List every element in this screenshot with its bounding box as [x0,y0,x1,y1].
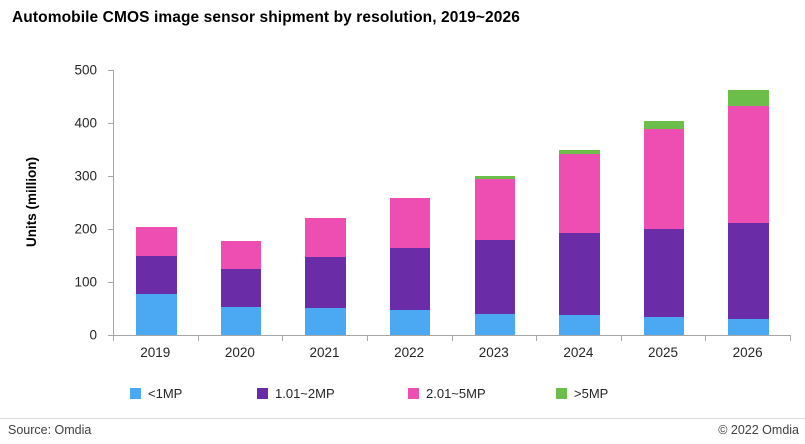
plot-area [113,70,791,336]
bar-group-2024 [537,70,622,335]
y-tick-label-300: 300 [74,168,97,184]
bar-segment-2025-<1MP [643,317,685,335]
footer-divider [0,418,805,419]
bar-group-2021 [283,70,368,335]
bar-segment-2021-1.01~2MP [305,257,346,308]
x-tick-mark-7 [705,336,707,341]
x-axis-label-2026: 2026 [732,345,763,360]
y-tick-label-100: 100 [74,274,97,290]
bar-group-2022 [368,70,453,335]
bar-segment-2025-1.01~2MP [643,229,685,317]
legend-label: 1.01~2MP [275,386,335,401]
legend-swatch-icon [257,388,268,399]
bar-segment-2024-1.01~2MP [559,233,600,315]
bar-segment-2022-1.01~2MP [389,247,431,311]
x-tick-mark-6 [620,336,622,341]
bar-segment-2020-<1MP [220,306,262,335]
legend-item->5MP: >5MP [556,386,608,401]
x-tick-mark-1 [197,336,199,341]
x-axis-label-2019: 2019 [140,345,171,360]
bar-segment-2026-2.01~5MP [728,106,769,223]
y-tick-mark-300 [108,176,113,177]
legend-item-2.01~5MP: 2.01~5MP [408,386,486,401]
bar-segment-2026-1.01~2MP [728,222,769,319]
copyright-note: © 2022 Omdia [718,423,799,437]
x-axis-label-2025: 2025 [648,345,679,360]
x-axis-label-2023: 2023 [478,345,509,360]
bar-group-2023 [453,70,538,335]
bar-segment-2021-2.01~5MP [305,218,346,258]
y-tick-label-500: 500 [74,62,97,78]
bar-segment-2022-<1MP [389,310,431,335]
bar-segment-2021-<1MP [305,308,346,335]
x-axis-label-2021: 2021 [309,345,340,360]
x-axis-label-2022: 2022 [394,345,425,360]
x-tick-mark-2 [282,336,284,341]
y-tick-label-0: 0 [89,327,97,343]
x-axis-label-2024: 2024 [563,345,594,360]
y-tick-mark-100 [108,282,113,283]
x-tick-mark-8 [790,336,791,341]
bar-segment-2019-2.01~5MP [136,227,177,256]
legend: <1MP 1.01~2MP 2.01~5MP >5MP [0,386,805,404]
legend-item-1.01~2MP: 1.01~2MP [257,386,335,401]
bar-segment-2024-<1MP [559,314,600,335]
x-tick-mark-3 [366,336,368,341]
x-tick-mark-0 [113,336,114,341]
x-axis-labels: 2019 2020 2021 2022 2023 2024 2025 2026 [113,345,790,363]
bar-segment-2023->5MP [474,176,516,179]
y-tick-mark-0 [108,335,113,336]
y-tick-label-200: 200 [74,221,97,237]
legend-label: <1MP [148,386,183,401]
chart-title: Automobile CMOS image sensor shipment by… [12,9,520,26]
x-axis-label-2020: 2020 [224,345,255,360]
y-tick-label-400: 400 [74,115,97,131]
bar-segment-2019-<1MP [136,293,177,335]
y-axis-title: Units (million) [24,157,39,247]
bar-segment-2023-2.01~5MP [474,178,516,241]
x-tick-mark-5 [536,336,538,341]
bar-segment-2026->5MP [728,90,769,107]
bar-segment-2020-1.01~2MP [220,269,262,307]
bar-segment-2024-2.01~5MP [559,153,600,234]
bar-segment-2023-1.01~2MP [474,240,516,314]
legend-swatch-icon [130,388,141,399]
legend-label: 2.01~5MP [426,386,486,401]
bar-group-2026 [706,70,791,335]
bar-segment-2022-2.01~5MP [389,198,431,248]
bar-segment-2020-2.01~5MP [220,240,262,270]
bar-group-2020 [199,70,284,335]
bar-segment-2025->5MP [643,120,685,130]
legend-swatch-icon [556,388,567,399]
bar-group-2025 [622,70,707,335]
legend-label: >5MP [574,386,609,401]
y-tick-mark-500 [108,70,113,71]
bar-segment-2019-1.01~2MP [136,255,177,294]
y-tick-mark-400 [108,123,113,124]
bar-segment-2025-2.01~5MP [643,129,685,229]
source-note: Source: Omdia [8,423,92,437]
bar-group-2019 [114,70,199,335]
bar-segment-2023-<1MP [474,313,516,335]
bar-segment-2026-<1MP [728,318,769,335]
legend-swatch-icon [408,388,419,399]
x-tick-mark-4 [451,336,453,341]
y-tick-mark-200 [108,229,113,230]
bar-segment-2024->5MP [559,149,600,154]
legend-item-<1MP: <1MP [130,386,182,401]
